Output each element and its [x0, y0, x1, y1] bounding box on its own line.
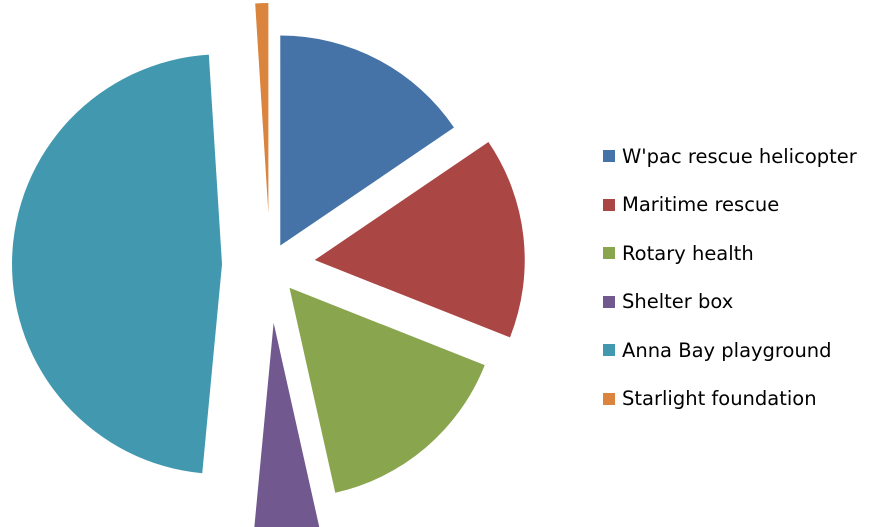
- legend-item-anna-bay-playground: Anna Bay playground: [603, 326, 857, 375]
- pie-slice-shelter-box: [254, 322, 320, 527]
- legend-label: W'pac rescue helicopter: [622, 144, 857, 168]
- legend-item-maritime-rescue: Maritime rescue: [603, 181, 857, 230]
- pie-slice-anna-bay-playground: [12, 54, 223, 474]
- legend-label: Rotary health: [622, 241, 754, 265]
- legend-label: Starlight foundation: [622, 387, 817, 411]
- legend-swatch: [603, 295, 615, 308]
- legend-swatch: [603, 198, 615, 211]
- legend-item-rotary-health: Rotary health: [603, 229, 857, 278]
- legend-swatch: [603, 392, 615, 405]
- legend-swatch: [603, 247, 615, 260]
- legend-swatch: [603, 344, 615, 357]
- pie-slice-starlight-foundation: [255, 3, 269, 214]
- legend-item-wpac-rescue-helicopter: W'pac rescue helicopter: [603, 132, 857, 181]
- pie-slice-maritime-rescue: [314, 142, 525, 338]
- legend-item-shelter-box: Shelter box: [603, 278, 857, 327]
- legend-label: Anna Bay playground: [622, 338, 832, 362]
- pie-slice-w-pac-rescue-helicopter: [280, 35, 454, 246]
- legend-label: Shelter box: [622, 290, 734, 314]
- legend-label: Maritime rescue: [622, 193, 780, 217]
- chart-legend: W'pac rescue helicopter Maritime rescue …: [603, 132, 857, 423]
- legend-item-starlight-foundation: Starlight foundation: [603, 375, 857, 424]
- pie-slice-rotary-health: [289, 287, 485, 493]
- legend-swatch: [603, 150, 615, 163]
